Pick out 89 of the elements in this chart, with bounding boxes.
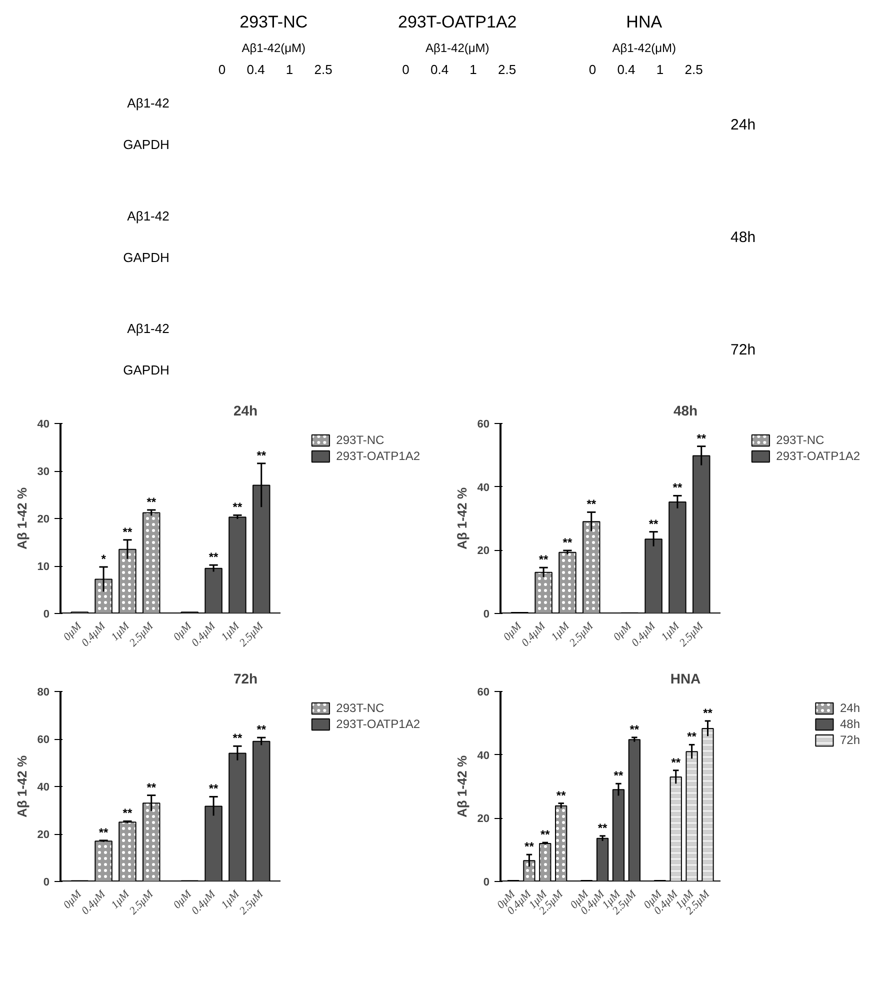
text: 24h <box>730 116 756 134</box>
legend-label: 293T-NC <box>776 433 824 447</box>
y-tick-label: 0 <box>483 608 490 620</box>
annotation: ** <box>671 755 681 770</box>
y-axis-title: Aβ 1-42 % <box>14 486 30 550</box>
annotation: ** <box>703 706 713 720</box>
chart-title: HNA <box>670 670 701 686</box>
annotation: ** <box>122 524 132 539</box>
annotation: ** <box>538 552 549 567</box>
text: Aβ1-42 <box>127 96 170 111</box>
text: 1 <box>470 62 477 78</box>
annotation: ** <box>524 840 534 854</box>
annotation: ** <box>540 828 550 842</box>
text: 0 <box>218 62 226 78</box>
text: 293T-OATP1A2 <box>398 12 517 32</box>
text: HNA <box>626 12 663 32</box>
annotation: ** <box>208 550 219 564</box>
y-tick-label: 40 <box>37 418 50 430</box>
annotation: ** <box>146 780 156 794</box>
text: 0.4 <box>430 62 449 78</box>
annotation: ** <box>256 448 266 462</box>
y-tick-label: 20 <box>477 545 490 558</box>
y-tick-label: 0 <box>43 876 50 888</box>
y-tick-label: 20 <box>37 514 50 526</box>
annotation: ** <box>687 730 697 744</box>
annotation: ** <box>232 731 242 746</box>
chart-title: 24h <box>233 402 258 418</box>
annotation: ** <box>648 516 659 531</box>
y-tick-label: 60 <box>37 734 50 746</box>
annotation: ** <box>672 480 682 495</box>
y-tick-label: 40 <box>477 750 490 762</box>
annotation: * <box>101 552 106 566</box>
annotation: ** <box>614 768 624 783</box>
annotation: ** <box>562 535 572 550</box>
text: 293T-NC <box>240 12 308 32</box>
text: GAPDH <box>123 137 170 152</box>
text: 2.5 <box>498 62 516 78</box>
legend-label: 293T-OATP1A2 <box>336 717 420 731</box>
text: 72h <box>730 342 756 359</box>
text: 0 <box>588 62 596 78</box>
legend-label: 293T-OATP1A2 <box>336 449 420 463</box>
y-axis-title: Aβ 1-42 % <box>454 486 470 550</box>
text: 2.5 <box>684 62 703 78</box>
annotation: ** <box>122 806 132 820</box>
chart-title: 48h <box>673 402 698 418</box>
text: Aβ1-42 <box>127 208 170 224</box>
y-tick-label: 0 <box>483 876 490 888</box>
text: GAPDH <box>123 362 170 378</box>
text: 0.4 <box>617 62 636 78</box>
chart-title: 72h <box>233 670 258 686</box>
y-tick-label: 60 <box>477 686 490 698</box>
annotation: ** <box>256 722 266 737</box>
y-tick-label: 20 <box>37 829 50 841</box>
annotation: ** <box>208 782 219 796</box>
annotation: ** <box>586 497 596 512</box>
text: GAPDH <box>123 250 170 265</box>
text: Aβ1-42(μM) <box>242 40 306 55</box>
text: 48h <box>730 229 756 246</box>
annotation: ** <box>232 500 242 514</box>
y-axis-title: Aβ 1-42 % <box>454 754 470 818</box>
y-tick-label: 0 <box>43 608 50 620</box>
y-tick-label: 20 <box>477 813 490 826</box>
y-tick-label: 30 <box>37 466 50 478</box>
text: Aβ1-42 <box>127 320 170 336</box>
y-tick-label: 40 <box>477 482 490 494</box>
text: 0.4 <box>246 62 265 78</box>
annotation: ** <box>598 820 608 835</box>
text: 1 <box>286 62 294 78</box>
text: Aβ1-42(μM) <box>612 40 676 55</box>
annotation: ** <box>556 788 566 802</box>
text: Aβ1-42(μM) <box>425 40 490 55</box>
legend-label: 293T-NC <box>336 701 384 715</box>
y-tick-label: 60 <box>477 418 490 430</box>
legend-label: 48h <box>840 717 860 731</box>
y-tick-label: 40 <box>37 782 50 794</box>
annotation: ** <box>146 494 156 509</box>
text: 0 <box>402 62 410 78</box>
y-tick-label: 10 <box>37 561 50 573</box>
legend-label: 293T-NC <box>336 433 384 447</box>
text: 2.5 <box>314 62 332 78</box>
y-tick-label: 80 <box>37 686 50 698</box>
y-axis-title: Aβ 1-42 % <box>14 754 30 818</box>
annotation: ** <box>696 431 706 446</box>
text: 1 <box>656 62 664 78</box>
annotation: ** <box>98 825 109 840</box>
legend-label: 72h <box>840 733 860 747</box>
annotation: ** <box>630 722 640 736</box>
legend-label: 24h <box>840 701 860 715</box>
legend-label: 293T-OATP1A2 <box>776 449 860 463</box>
